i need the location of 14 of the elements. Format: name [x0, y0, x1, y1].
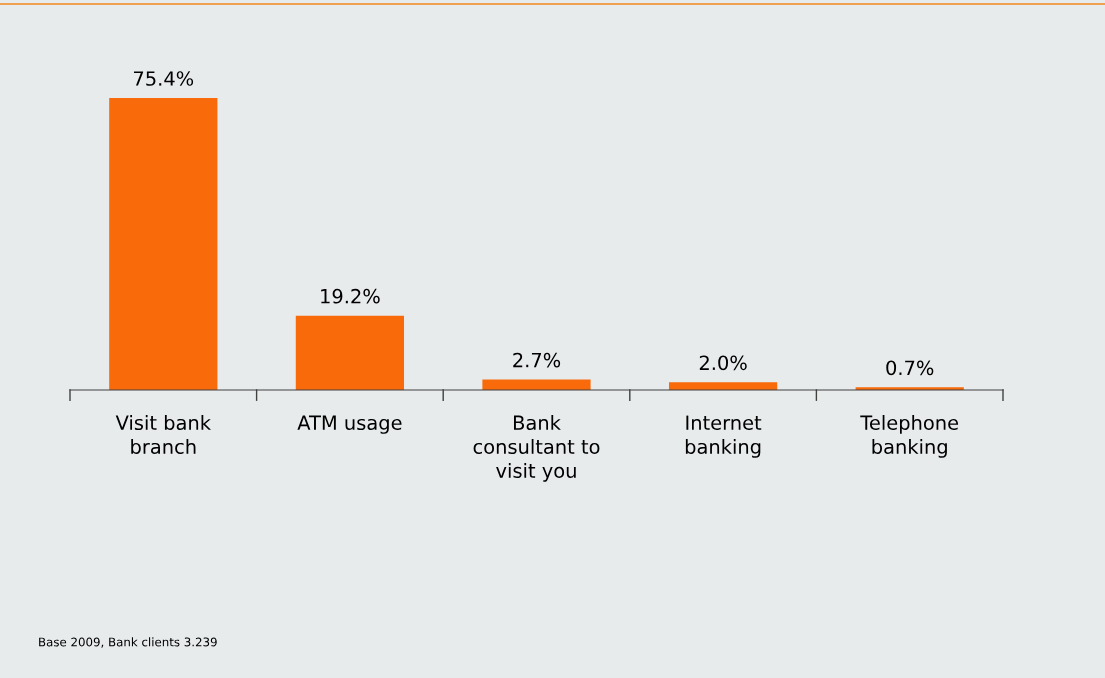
bar	[668, 382, 778, 390]
x-tick-label: Telephone banking	[860, 415, 959, 458]
data-label: 75.4%	[134, 71, 194, 86]
data-label: 2.7%	[513, 352, 561, 368]
x-tick-label: Visit bank branch	[115, 415, 211, 455]
x-tick-label: ATM usage	[297, 415, 402, 434]
bar	[295, 315, 405, 390]
data-label: 19.2%	[321, 288, 380, 304]
x-tick-label: Internet banking	[685, 415, 762, 458]
data-label: 2.0%	[699, 355, 747, 371]
x-tick-label: Bank consultant to visit you	[473, 415, 600, 482]
text: Base 2009, Bank clients 3.239	[39, 637, 217, 648]
bar	[109, 97, 218, 390]
data-label: 0.7%	[886, 360, 934, 376]
